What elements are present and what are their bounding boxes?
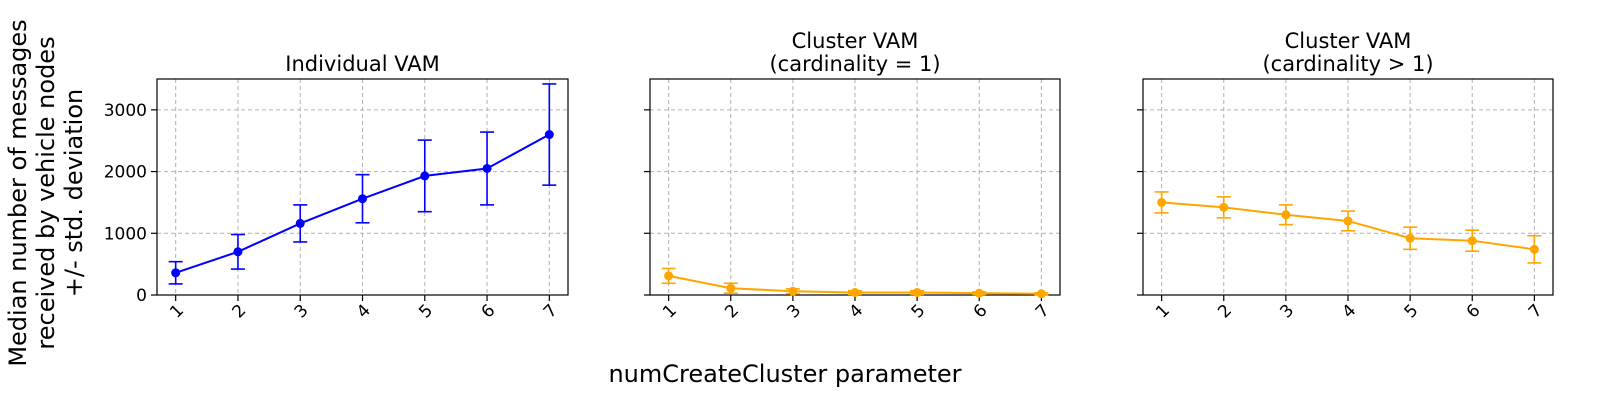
x-tick-label: 1: [1152, 301, 1174, 323]
y-tick-label: 1000: [104, 224, 147, 244]
x-tick-label: 4: [353, 301, 375, 323]
panel-title: (cardinality > 1): [1262, 52, 1433, 76]
data-point: [788, 286, 798, 296]
x-tick-label: 3: [783, 301, 805, 323]
x-tick-label: 6: [478, 301, 500, 323]
y-tick-label: 3000: [104, 101, 147, 121]
data-point: [544, 130, 554, 140]
panel-title: (cardinality = 1): [769, 52, 940, 76]
data-point: [233, 247, 243, 257]
data-point: [1157, 197, 1167, 207]
x-tick-label: 7: [1525, 301, 1547, 323]
y-axis-label-line: received by vehicle nodes: [32, 36, 60, 349]
chart-panel-2: Cluster VAM(cardinality = 1) 1 2 3 4 5 6 7: [644, 29, 1061, 323]
data-point: [974, 288, 984, 298]
y-axis-label-line: Median number of messages: [4, 19, 32, 366]
data-point: [1343, 216, 1353, 226]
data-point: [358, 194, 367, 204]
panel-title: Individual VAM: [285, 52, 439, 76]
data-point: [1281, 210, 1291, 220]
x-tick-label: 7: [1032, 301, 1054, 323]
data-point: [1219, 202, 1229, 212]
x-tick-label: 6: [970, 301, 992, 323]
data-point: [726, 283, 736, 293]
y-axis-label-line: +/- std. deviation: [60, 89, 88, 297]
x-tick-label: 5: [1401, 301, 1423, 323]
x-tick-label: 5: [415, 301, 437, 323]
data-point: [1467, 236, 1477, 246]
x-axis-label: numCreateCluster parameter: [608, 360, 961, 388]
data-point: [295, 218, 305, 228]
x-tick-label: 1: [166, 301, 188, 323]
chart-panel-3: Cluster VAM(cardinality > 1) 1 2 3 4 5 6 7: [1137, 29, 1554, 323]
x-tick-label: 2: [229, 301, 251, 323]
x-tick-label: 1: [659, 301, 681, 323]
data-point: [171, 268, 181, 278]
x-tick-label: 3: [291, 301, 313, 323]
data-point: [1529, 244, 1539, 254]
y-axis-label: Median number of messagesreceived by veh…: [4, 19, 88, 366]
x-tick-label: 6: [1463, 301, 1485, 323]
x-tick-label: 7: [540, 301, 562, 323]
data-point: [1405, 233, 1415, 243]
chart-panel-1: Individual VAM 0 1000 2000 3000 1 2 3 4 5 6 7: [104, 52, 569, 323]
y-tick-label: 0: [136, 286, 147, 306]
x-tick-label: 4: [1339, 301, 1361, 323]
data-point: [850, 288, 860, 298]
data-point: [482, 163, 492, 173]
data-point: [1036, 289, 1046, 299]
data-point: [912, 288, 922, 298]
x-tick-label: 3: [1276, 301, 1298, 323]
panel-title: Cluster VAM: [792, 29, 919, 53]
x-tick-label: 5: [908, 301, 930, 323]
x-tick-label: 2: [721, 301, 743, 323]
y-tick-label: 2000: [104, 163, 147, 183]
x-tick-label: 2: [1214, 301, 1236, 323]
x-tick-label: 4: [846, 301, 868, 323]
panel-title: Cluster VAM: [1285, 29, 1412, 53]
data-point: [664, 271, 674, 281]
data-point: [420, 171, 430, 181]
